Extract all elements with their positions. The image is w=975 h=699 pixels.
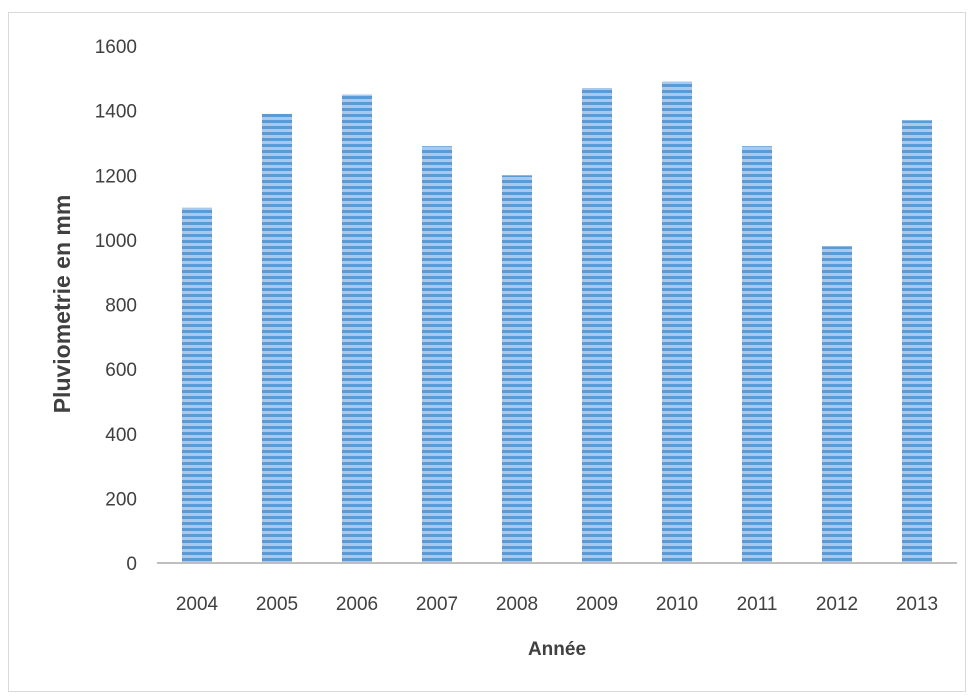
y-tick-label: 200 xyxy=(105,489,137,510)
x-tick-label: 2005 xyxy=(256,594,298,615)
x-tick-label: 2013 xyxy=(896,594,938,615)
x-tick-label: 2009 xyxy=(576,594,618,615)
bar-2006 xyxy=(342,94,372,563)
bar-2012 xyxy=(822,246,852,564)
bar-2005 xyxy=(262,113,292,564)
bar-2013 xyxy=(902,120,932,564)
chart-frame xyxy=(8,12,966,692)
bar-2008 xyxy=(502,175,532,564)
x-tick-label: 2008 xyxy=(496,594,538,615)
bar-2004 xyxy=(182,207,212,563)
y-tick-labels: 0 200 400 600 800 1000 1200 1400 1600 xyxy=(95,37,137,575)
x-axis-title: Année xyxy=(528,639,586,660)
y-tick-label: 1400 xyxy=(95,102,137,123)
y-tick-label: 1600 xyxy=(95,37,137,58)
bars-group xyxy=(182,81,932,564)
y-tick-label: 0 xyxy=(126,554,137,575)
bar-2010 xyxy=(662,81,692,563)
bar-2009 xyxy=(582,88,612,563)
y-tick-label: 1000 xyxy=(95,231,137,252)
x-tick-label: 2012 xyxy=(816,594,858,615)
y-axis-title: Pluviometrie en mm xyxy=(49,195,75,414)
bar-2011 xyxy=(742,146,772,563)
bar-2007 xyxy=(422,146,452,563)
x-tick-label: 2004 xyxy=(176,594,219,615)
x-tick-label: 2011 xyxy=(737,594,778,615)
y-tick-label: 1200 xyxy=(95,166,137,187)
x-tick-label: 2007 xyxy=(416,594,458,615)
x-tick-label: 2010 xyxy=(656,594,698,615)
x-tick-labels: 2004 2005 2006 2007 2008 2009 2010 2011 2012 2013 xyxy=(176,594,938,615)
y-tick-label: 800 xyxy=(105,296,137,317)
y-tick-label: 600 xyxy=(105,360,137,381)
y-tick-label: 400 xyxy=(105,425,137,446)
x-tick-label: 2006 xyxy=(336,594,378,615)
